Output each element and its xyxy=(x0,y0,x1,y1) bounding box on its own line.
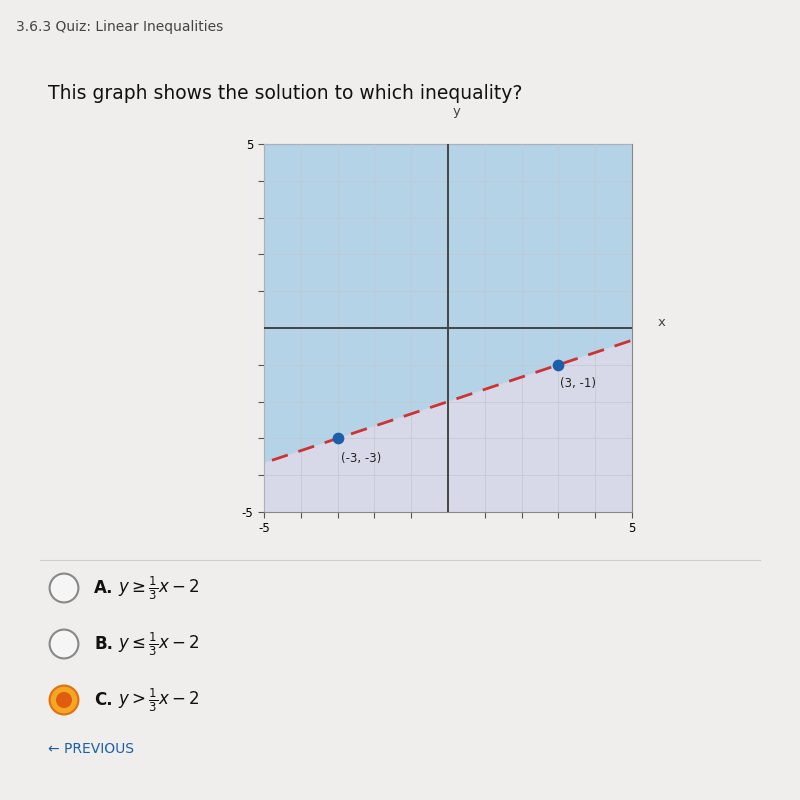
Text: B.: B. xyxy=(94,635,114,653)
Point xyxy=(331,432,344,445)
Text: C.: C. xyxy=(94,691,113,709)
Text: A.: A. xyxy=(94,579,114,597)
Text: y: y xyxy=(453,106,460,118)
Text: x: x xyxy=(658,316,666,329)
Point xyxy=(552,358,565,371)
Text: $y > \frac{1}{3}x - 2$: $y > \frac{1}{3}x - 2$ xyxy=(118,686,200,714)
Text: 3.6.3 Quiz: Linear Inequalities: 3.6.3 Quiz: Linear Inequalities xyxy=(16,20,223,34)
Text: (-3, -3): (-3, -3) xyxy=(342,452,382,466)
Text: (3, -1): (3, -1) xyxy=(560,377,596,390)
Text: ← PREVIOUS: ← PREVIOUS xyxy=(48,742,134,756)
Text: $y \geq \frac{1}{3}x - 2$: $y \geq \frac{1}{3}x - 2$ xyxy=(118,574,200,602)
Text: This graph shows the solution to which inequality?: This graph shows the solution to which i… xyxy=(48,84,522,103)
Text: $y \leq \frac{1}{3}x - 2$: $y \leq \frac{1}{3}x - 2$ xyxy=(118,630,200,658)
